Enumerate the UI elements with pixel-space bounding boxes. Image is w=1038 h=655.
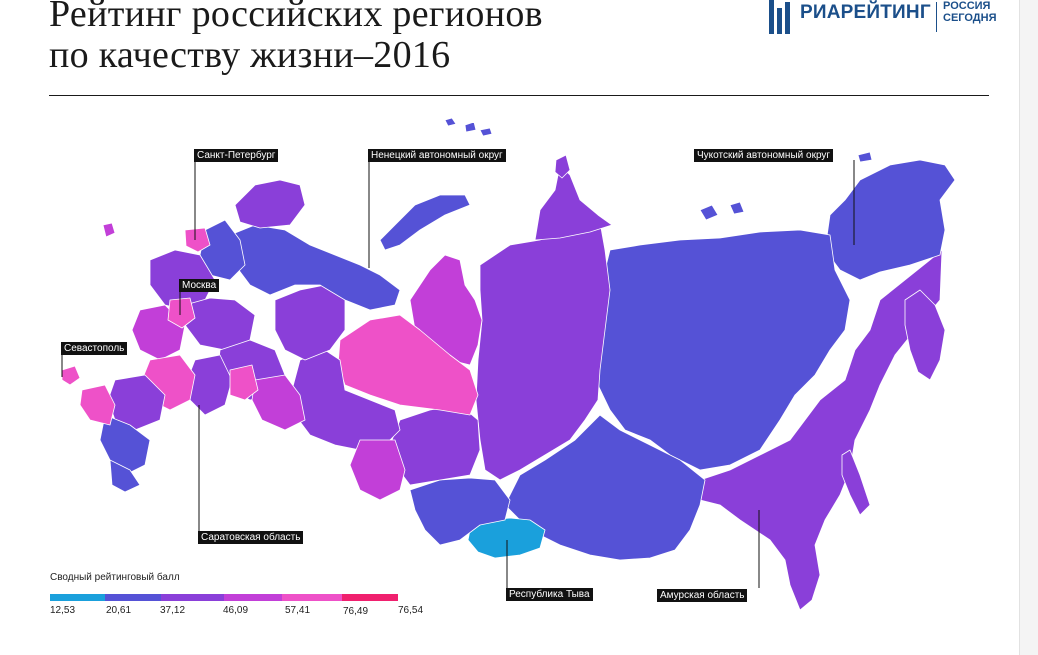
logo-sub-line-1: РОССИЯ — [943, 0, 991, 12]
region-novaya-zemlya — [379, 194, 471, 251]
page-title: Рейтинг российских регионов по качеству … — [49, 0, 689, 76]
page-right-edge — [1019, 0, 1038, 655]
legend-swatch-2 — [105, 594, 161, 601]
ria-rating-logo-icon — [769, 0, 790, 34]
region-samara — [229, 364, 259, 401]
region-arkhangelsk — [229, 224, 401, 311]
region-komi — [274, 284, 346, 361]
region-franz-josef — [444, 117, 493, 137]
callout-spb: Санкт-Петербург — [194, 149, 279, 162]
region-moscow-area — [167, 297, 196, 329]
legend-swatch-5 — [282, 594, 342, 601]
region-far-east — [699, 249, 943, 611]
title-line-1: Рейтинг российских регионов — [49, 0, 543, 35]
logo-sub-line-2: СЕГОДНЯ — [943, 12, 997, 24]
region-kamchatka — [904, 289, 946, 381]
region-crimea — [61, 365, 81, 386]
callout-moscow: Москва — [179, 279, 220, 292]
region-kola — [234, 179, 306, 229]
region-caucasus — [109, 459, 141, 493]
legend-swatch-3 — [161, 594, 224, 601]
legend-tick-7: 76,54 — [398, 605, 424, 616]
region-volga-2 — [251, 374, 306, 431]
legend-swatch-6 — [342, 594, 398, 601]
region-krasnodar — [79, 384, 116, 426]
logo-sub: РОССИЯ СЕГОДНЯ — [943, 0, 996, 24]
logo-text: РИАРЕЙТИНГ — [800, 2, 931, 23]
callout-amur: Амурская область — [657, 589, 748, 602]
callout-nenets: Ненецкий автономный округ — [368, 149, 506, 162]
region-south-3 — [99, 414, 151, 476]
region-wrangel — [857, 151, 873, 163]
legend-title: Сводный рейтинговый балл — [50, 572, 180, 583]
legend-swatch-4 — [224, 594, 282, 601]
region-khanty — [337, 314, 479, 416]
logo-separator — [936, 2, 937, 32]
legend-tick-4: 46,09 — [223, 605, 249, 616]
region-new-siberian — [699, 201, 745, 221]
region-kaliningrad — [102, 222, 116, 238]
callout-chukotka: Чукотский автономный округ — [694, 149, 834, 162]
legend-tick-2: 20,61 — [106, 605, 132, 616]
legend-tick-6: 76,49 — [343, 606, 369, 617]
ria-rating-logo: РИАРЕЙТИНГ РОССИЯ СЕГОДНЯ — [768, 0, 996, 40]
region-altai — [409, 477, 511, 546]
legend-tick-3: 37,12 — [160, 605, 186, 616]
title-line-2: по качеству жизни–2016 — [49, 34, 451, 76]
legend-swatch-1 — [50, 594, 105, 601]
region-severnaya-zemlya — [554, 154, 571, 179]
region-spb-area — [184, 227, 211, 253]
region-chukotka — [824, 159, 956, 281]
callout-tyva: Республика Тыва — [506, 588, 593, 601]
region-tyumen-south — [349, 439, 406, 501]
region-yakutia — [597, 229, 851, 471]
title-rule — [49, 95, 989, 96]
callout-sevastopol: Севастополь — [61, 342, 128, 355]
region-sakhalin — [841, 449, 871, 516]
legend-tick-5: 57,41 — [285, 605, 311, 616]
russia-regions-map — [61, 117, 956, 611]
callout-saratov: Саратовская область — [198, 531, 304, 544]
legend-tick-1: 12,53 — [50, 605, 76, 616]
legend-color-bar — [50, 594, 398, 601]
region-omsk-tomsk — [391, 404, 481, 486]
region-taimyr — [534, 164, 613, 241]
